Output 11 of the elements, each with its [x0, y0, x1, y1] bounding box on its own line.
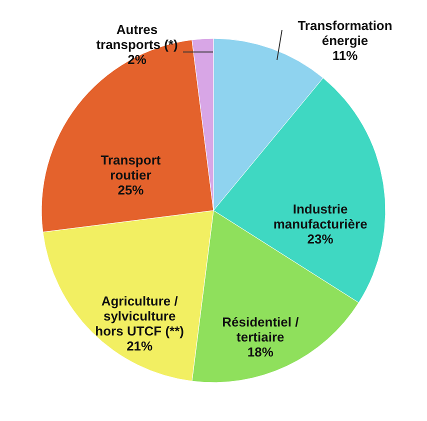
slice-label: Résidentiel / tertiaire — [222, 314, 300, 344]
data-label: 11% — [332, 48, 358, 63]
slice-label: Agriculture / sylviculture hors UTCF (**) — [95, 293, 184, 338]
slice-label: Industrie manufacturière — [273, 201, 368, 232]
data-label: 23% — [307, 231, 334, 246]
data-label: 25% — [118, 182, 144, 198]
data-label: 2% — [128, 52, 147, 67]
slice-label: Transformation énergie — [298, 18, 392, 48]
slice-label: Transport routier — [100, 152, 162, 183]
data-label: 18% — [247, 344, 274, 360]
data-label: 21% — [126, 338, 154, 354]
